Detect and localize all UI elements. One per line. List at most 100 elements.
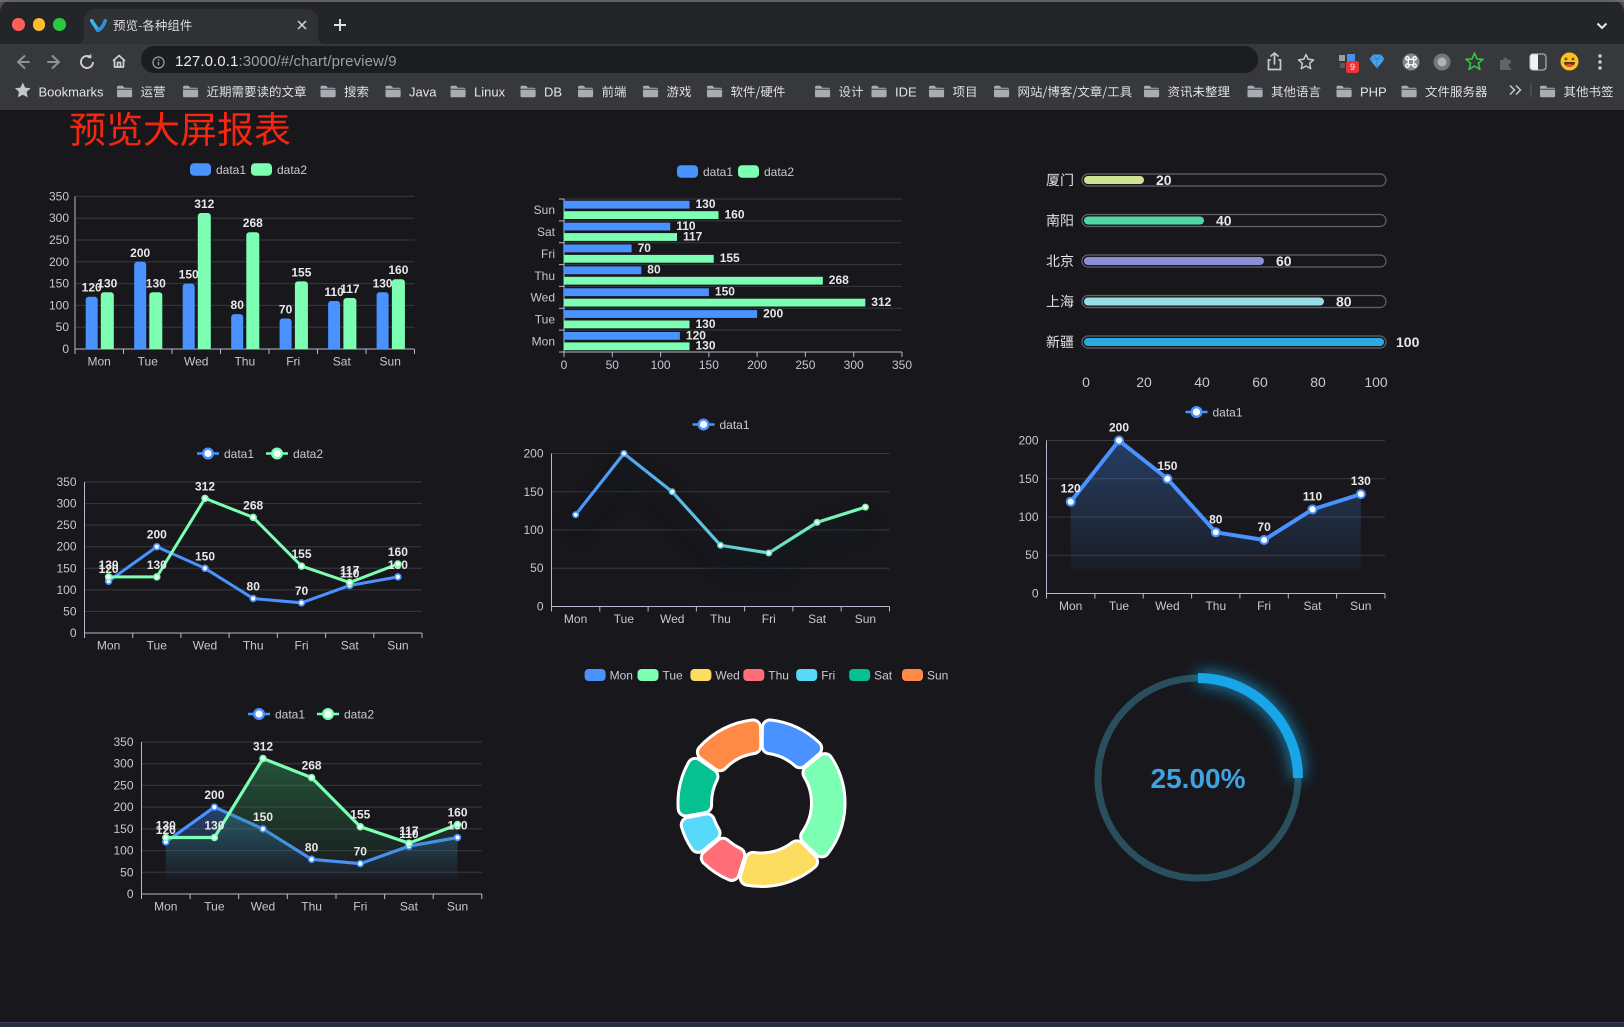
svg-text:50: 50 <box>56 320 70 334</box>
svg-text:268: 268 <box>302 759 322 773</box>
svg-text:20: 20 <box>1156 172 1172 188</box>
svg-text:312: 312 <box>871 295 891 309</box>
svg-text:Linux: Linux <box>474 84 506 99</box>
svg-text:350: 350 <box>113 735 133 749</box>
svg-text:data1: data1 <box>224 447 254 461</box>
svg-text:350: 350 <box>49 189 69 203</box>
svg-text:50: 50 <box>530 561 544 575</box>
svg-text:Thu: Thu <box>234 355 255 369</box>
svg-text:0: 0 <box>1032 587 1039 601</box>
svg-text:155: 155 <box>291 547 311 561</box>
svg-text:Sun: Sun <box>447 900 468 914</box>
svg-text:80: 80 <box>647 263 661 277</box>
svg-text:155: 155 <box>350 808 370 822</box>
svg-text:0: 0 <box>70 626 77 640</box>
svg-text:312: 312 <box>253 740 273 754</box>
svg-text:100: 100 <box>1018 510 1038 524</box>
svg-text:200: 200 <box>56 540 76 554</box>
svg-text:Thu: Thu <box>534 269 555 283</box>
svg-text:300: 300 <box>56 497 76 511</box>
svg-text:120: 120 <box>156 823 176 837</box>
svg-text:60: 60 <box>1252 374 1268 390</box>
svg-text:200: 200 <box>147 528 167 542</box>
svg-text:155: 155 <box>291 265 311 279</box>
svg-text:250: 250 <box>113 778 133 792</box>
svg-text:Thu: Thu <box>710 612 731 626</box>
svg-text:120: 120 <box>99 562 119 576</box>
svg-text:300: 300 <box>113 757 133 771</box>
svg-text:130: 130 <box>97 276 117 290</box>
svg-text:300: 300 <box>49 211 69 225</box>
svg-text:Mon: Mon <box>154 900 177 914</box>
svg-text:80: 80 <box>1336 294 1352 310</box>
svg-text:data2: data2 <box>344 707 374 721</box>
svg-text:data2: data2 <box>764 165 794 179</box>
svg-text:Tue: Tue <box>535 313 556 327</box>
svg-text:160: 160 <box>388 545 408 559</box>
svg-text:250: 250 <box>795 358 815 372</box>
svg-text:Fri: Fri <box>1257 599 1271 613</box>
svg-text:Sat: Sat <box>537 225 556 239</box>
svg-text:70: 70 <box>279 303 293 317</box>
svg-text:100: 100 <box>651 358 671 372</box>
svg-text:Sat: Sat <box>400 900 419 914</box>
svg-text:Fri: Fri <box>353 900 367 914</box>
svg-text:200: 200 <box>1109 421 1129 435</box>
svg-text:150: 150 <box>523 485 543 499</box>
svg-text:100: 100 <box>113 844 133 858</box>
svg-text:130: 130 <box>147 558 167 572</box>
svg-text:200: 200 <box>130 246 150 260</box>
svg-text:268: 268 <box>829 273 849 287</box>
svg-text:40: 40 <box>1194 374 1210 390</box>
svg-text:Sun: Sun <box>534 203 555 217</box>
svg-text:data1: data1 <box>720 418 750 432</box>
svg-text:Wed: Wed <box>531 291 555 305</box>
svg-text:Thu: Thu <box>243 639 264 653</box>
svg-text:150: 150 <box>699 358 719 372</box>
svg-text:117: 117 <box>399 824 419 838</box>
svg-text:Sun: Sun <box>927 668 948 682</box>
svg-text:110: 110 <box>676 219 696 233</box>
svg-text:0: 0 <box>537 600 544 614</box>
svg-text:130: 130 <box>696 339 716 353</box>
svg-text:Tue: Tue <box>614 612 635 626</box>
svg-text:Wed: Wed <box>251 900 275 914</box>
svg-text:0: 0 <box>127 887 134 901</box>
svg-text:200: 200 <box>747 358 767 372</box>
svg-text:250: 250 <box>49 233 69 247</box>
svg-text:150: 150 <box>1157 459 1177 473</box>
svg-text:data1: data1 <box>1213 405 1243 419</box>
svg-text:Thu: Thu <box>768 668 789 682</box>
svg-text:110: 110 <box>1303 489 1323 503</box>
svg-text:200: 200 <box>763 306 783 320</box>
svg-text:312: 312 <box>195 479 215 493</box>
svg-text:80: 80 <box>1310 374 1326 390</box>
svg-text:130: 130 <box>696 197 716 211</box>
svg-text:IDE: IDE <box>895 84 917 99</box>
svg-text:200: 200 <box>204 788 224 802</box>
svg-text:Mon: Mon <box>1059 599 1082 613</box>
svg-text:Wed: Wed <box>715 668 739 682</box>
svg-text:data1: data1 <box>703 165 733 179</box>
svg-text:312: 312 <box>194 197 214 211</box>
svg-text:130: 130 <box>1351 474 1371 488</box>
svg-text:Mon: Mon <box>532 334 555 348</box>
svg-text:110: 110 <box>324 285 344 299</box>
svg-text:DB: DB <box>544 84 562 99</box>
svg-text:60: 60 <box>1276 253 1292 269</box>
svg-text:Tue: Tue <box>147 639 168 653</box>
svg-text:130: 130 <box>99 558 119 572</box>
svg-text:268: 268 <box>243 498 263 512</box>
svg-text:Sat: Sat <box>341 639 360 653</box>
svg-text:200: 200 <box>1018 434 1038 448</box>
svg-text:200: 200 <box>523 447 543 461</box>
svg-text:350: 350 <box>56 475 76 489</box>
svg-text:Wed: Wed <box>184 355 208 369</box>
svg-text:200: 200 <box>49 255 69 269</box>
svg-text:Sun: Sun <box>387 639 408 653</box>
svg-text:110: 110 <box>399 827 419 841</box>
svg-text:100: 100 <box>56 583 76 597</box>
svg-text:25.00%: 25.00% <box>1151 763 1246 794</box>
svg-text:268: 268 <box>243 216 263 230</box>
svg-text:0: 0 <box>62 342 69 356</box>
